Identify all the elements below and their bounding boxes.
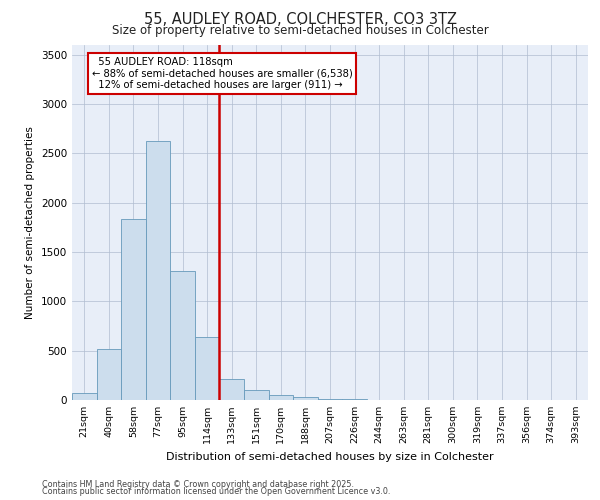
Text: Contains HM Land Registry data © Crown copyright and database right 2025.: Contains HM Land Registry data © Crown c… — [42, 480, 354, 489]
Bar — [220, 380, 244, 400]
Bar — [97, 348, 121, 400]
Bar — [244, 390, 269, 400]
Text: Size of property relative to semi-detached houses in Colchester: Size of property relative to semi-detach… — [112, 24, 488, 37]
Bar — [195, 337, 220, 400]
Bar — [121, 218, 146, 400]
Text: 55, AUDLEY ROAD, COLCHESTER, CO3 3TZ: 55, AUDLEY ROAD, COLCHESTER, CO3 3TZ — [143, 12, 457, 28]
Y-axis label: Number of semi-detached properties: Number of semi-detached properties — [25, 126, 35, 319]
X-axis label: Distribution of semi-detached houses by size in Colchester: Distribution of semi-detached houses by … — [166, 452, 494, 462]
Bar — [269, 394, 293, 400]
Bar — [146, 140, 170, 400]
Bar — [318, 398, 342, 400]
Text: Contains public sector information licensed under the Open Government Licence v3: Contains public sector information licen… — [42, 487, 391, 496]
Bar — [170, 271, 195, 400]
Bar — [72, 392, 97, 400]
Bar — [342, 399, 367, 400]
Bar — [293, 397, 318, 400]
Text: 55 AUDLEY ROAD: 118sqm
← 88% of semi-detached houses are smaller (6,538)
  12% o: 55 AUDLEY ROAD: 118sqm ← 88% of semi-det… — [92, 57, 352, 90]
